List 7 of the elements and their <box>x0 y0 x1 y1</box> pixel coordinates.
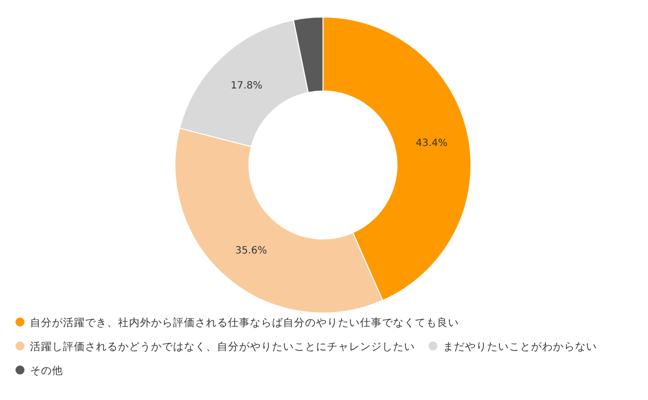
data-label: 35.6% <box>235 246 268 257</box>
legend-label: まだやりたいことがわからない <box>443 341 597 353</box>
data-label: 43.4% <box>416 138 448 150</box>
legend-label: 自分が活躍でき、社内外から評価される仕事ならば自分のやりたい仕事でなくても良い <box>30 316 459 329</box>
legend-label: その他 <box>30 365 63 377</box>
legend-label: 活躍し評価されるかどうかではなく、自分がやりたいことにチャレンジしたい <box>30 340 415 353</box>
data-label: 17.8% <box>230 80 262 92</box>
